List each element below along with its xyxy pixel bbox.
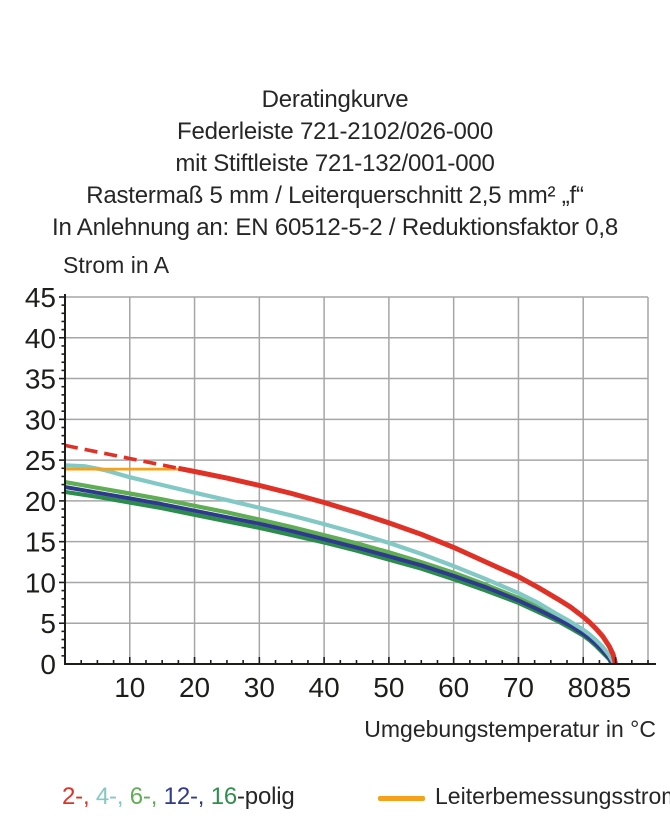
x-tick-label: 85 [600, 672, 631, 703]
rated-current-line-icon [378, 795, 425, 801]
legend-pole-4: 4-, [95, 783, 130, 810]
x-tick-label: 70 [503, 672, 534, 703]
derating-chart: 0 5 10 15 20 25 30 35 40 45 10 20 30 40 50 60 70 80 85 [25, 282, 656, 703]
title-line-1: Deratingkurve [261, 86, 409, 113]
y-tick-label: 15 [25, 527, 56, 558]
y-tick-label: 5 [40, 608, 56, 639]
legend-rated-current: Leiterbemessungsstrom [378, 783, 670, 810]
y-tick-label: 30 [25, 404, 56, 435]
legend-pole-suffix: -polig [237, 783, 295, 810]
x-tick-label: 40 [309, 672, 340, 703]
legend-poles: 2-, 4-, 6-, 12-, 16-polig [62, 783, 295, 811]
x-tick-label: 20 [179, 672, 210, 703]
curve-2-polig [177, 465, 619, 665]
x-tick-label: 50 [373, 672, 404, 703]
curve-16-polig [64, 489, 614, 665]
curve-4-polig [64, 463, 617, 666]
y-tick-label: 10 [25, 567, 56, 598]
legend-pole-2: 2-, [62, 783, 96, 810]
title-line-2: Federleiste 721-2102/026-000 [177, 118, 493, 145]
legend-pole-16: 16 [210, 783, 237, 810]
title-line-5: In Anlehnung an: EN 60512-5-2 / Reduktio… [52, 214, 618, 241]
y-tick-label: 0 [40, 649, 56, 680]
legend-pole-12: 12-, [163, 783, 211, 810]
x-axis-title: Umgebungstemperatur in °C [364, 716, 656, 742]
y-tick-label: 35 [25, 364, 56, 395]
y-axis-title: Strom in A [63, 252, 170, 278]
rated-current-label: Leiterbemessungsstrom [435, 783, 670, 809]
x-tick-label: 30 [244, 672, 275, 703]
title-line-4: Rastermaß 5 mm / Leiterquerschnitt 2,5 m… [86, 182, 584, 209]
y-tick-label: 20 [25, 486, 56, 517]
x-tick-label: 60 [438, 672, 469, 703]
title-line-3: mit Stiftleiste 721-132/001-000 [175, 150, 495, 177]
x-tick-label: 80 [568, 672, 599, 703]
x-tick-label: 10 [114, 672, 145, 703]
y-tick-label: 40 [25, 323, 56, 354]
legend-pole-6: 6-, [129, 783, 164, 810]
y-tick-label: 25 [25, 445, 56, 476]
curve-12-polig [64, 485, 615, 666]
y-tick-label: 45 [25, 282, 56, 313]
chart-title-block: Deratingkurve Federleiste 721-2102/026-0… [0, 84, 670, 244]
